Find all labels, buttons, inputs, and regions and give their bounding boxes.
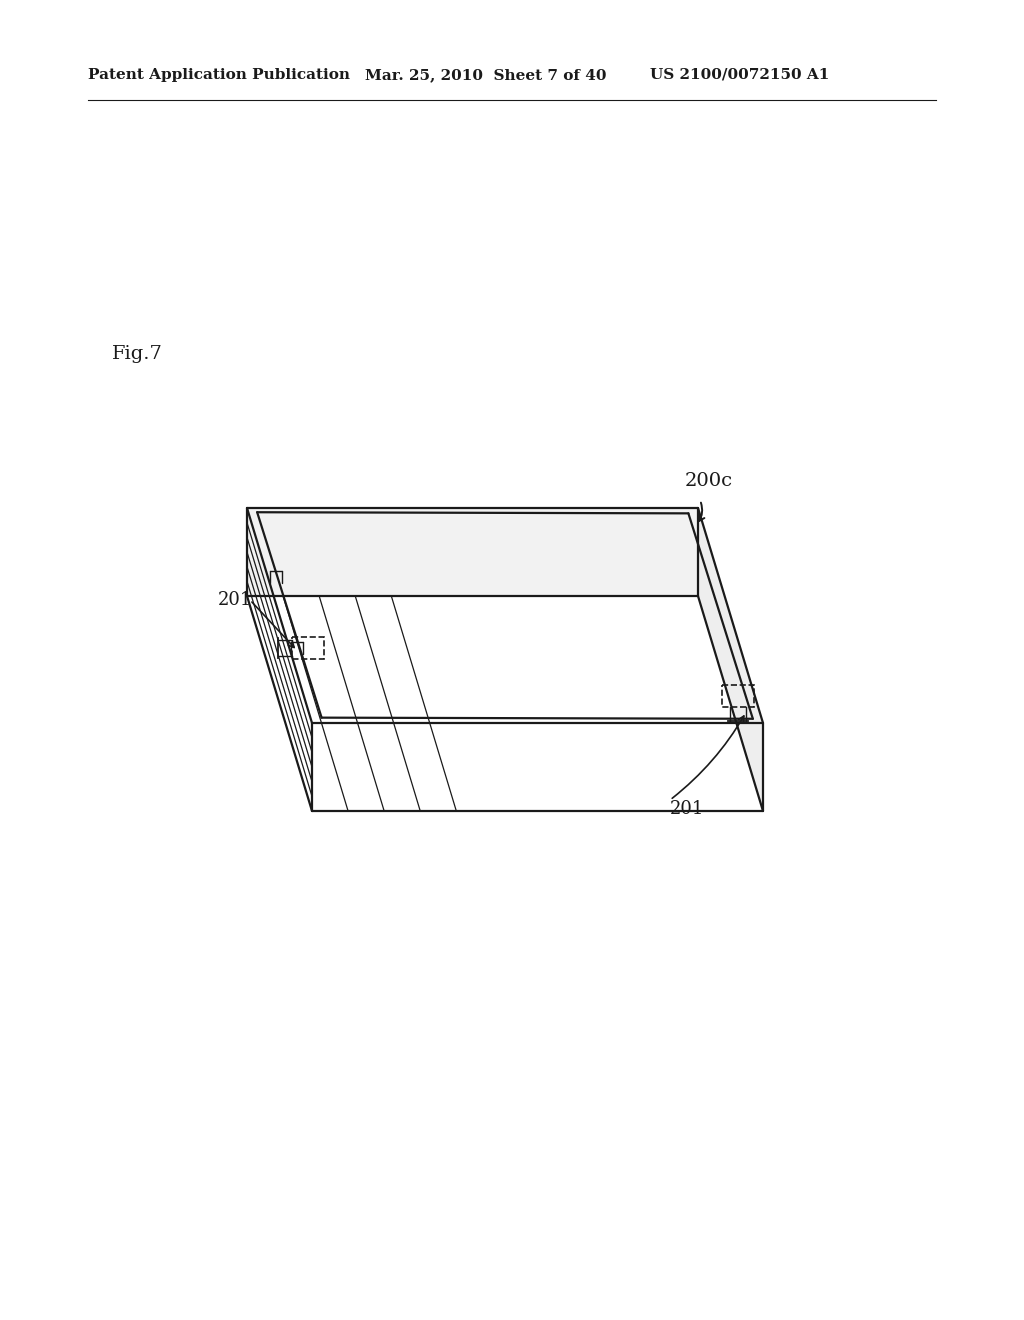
- Polygon shape: [247, 597, 763, 810]
- Text: Mar. 25, 2010  Sheet 7 of 40: Mar. 25, 2010 Sheet 7 of 40: [365, 69, 606, 82]
- Text: 200c: 200c: [685, 473, 733, 490]
- Text: 201: 201: [218, 591, 252, 609]
- Polygon shape: [257, 512, 753, 719]
- Text: Fig.7: Fig.7: [112, 345, 163, 363]
- Text: US 2100/0072150 A1: US 2100/0072150 A1: [650, 69, 829, 82]
- Polygon shape: [698, 508, 763, 810]
- Bar: [292, 636, 325, 659]
- Text: Patent Application Publication: Patent Application Publication: [88, 69, 350, 82]
- Polygon shape: [247, 508, 698, 597]
- Text: 201: 201: [670, 800, 705, 818]
- Bar: [722, 685, 755, 708]
